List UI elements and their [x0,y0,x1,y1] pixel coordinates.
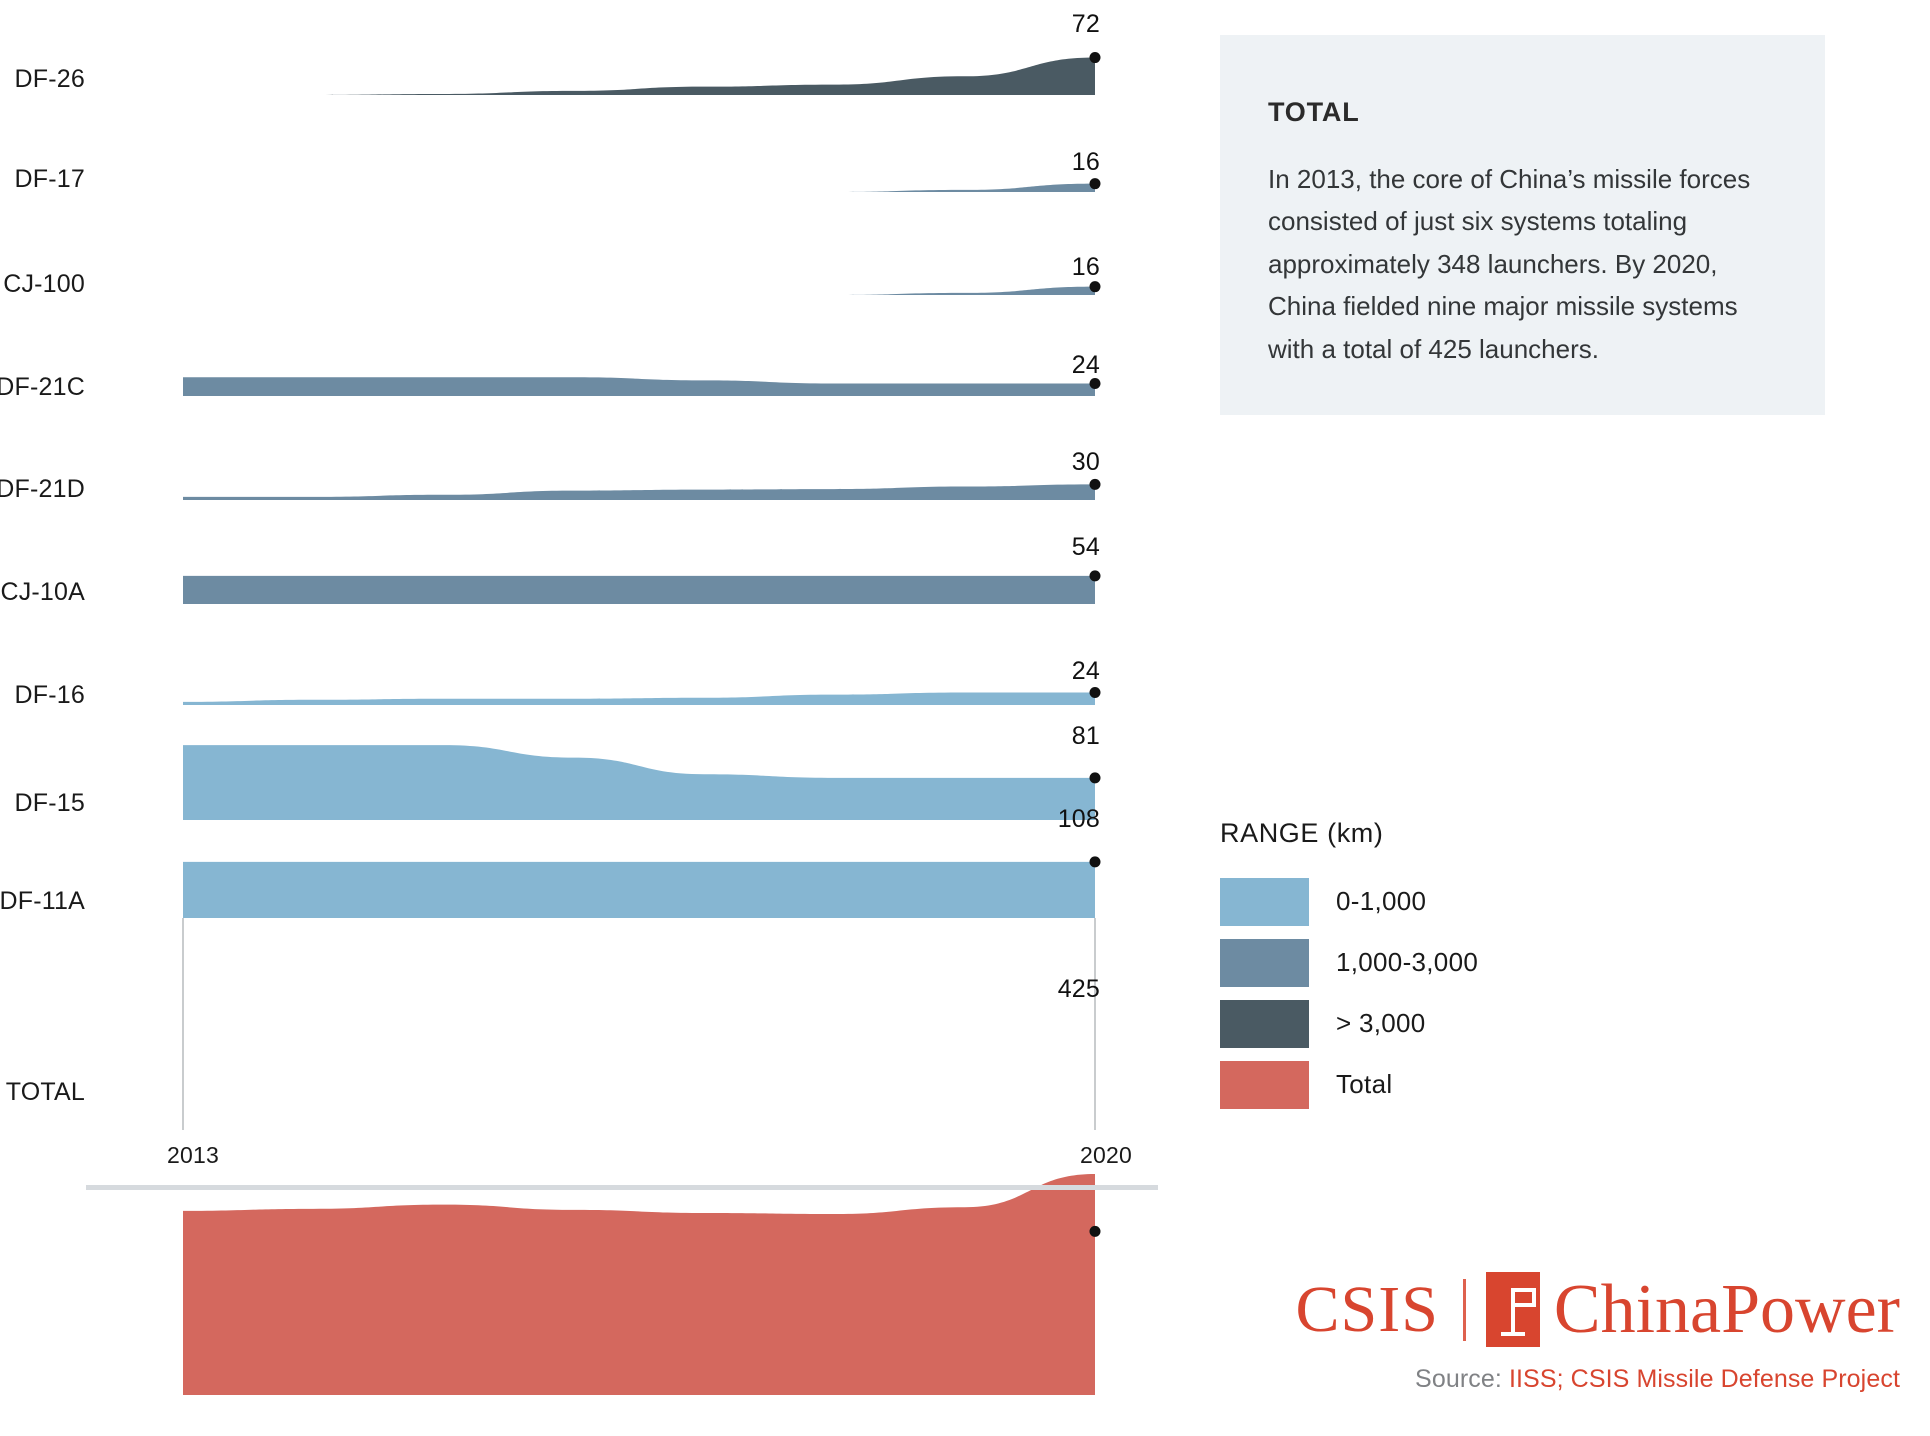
value-label-cj-10a: 54 [1071,533,1100,561]
legend-item-1000-3000[interactable]: 1,000-3,000 [1220,932,1640,993]
axis-label-start-year: 2013 [167,1142,219,1168]
area-df-21d [183,484,1095,500]
area-cj-10a [183,575,1095,604]
endpoint-dot-df-21c [1089,378,1101,390]
stream-chart-panel: DF-26 DF-17 CJ-100 DF-21C DF-21D CJ-10A … [0,10,1158,1395]
area-df-26 [183,57,1095,95]
area-df-15 [183,745,1095,820]
legend-item-0-1000[interactable]: 0-1,000 [1220,871,1640,932]
area-total [183,1174,1095,1395]
chinapower-wordmark: ChinaPower [1553,1270,1900,1348]
legend-item-total[interactable]: Total [1220,1054,1640,1115]
axis-label-end-year: 2020 [1080,1142,1132,1168]
series-label-df-17: DF-17 [14,165,85,193]
endpoint-dot-total [1089,1225,1101,1237]
area-df-21c [183,377,1095,396]
series-label-df-21c: DF-21C [0,373,85,401]
legend-label-over-3000: > 3,000 [1336,1008,1426,1038]
legend-label-0-1000: 0-1,000 [1336,886,1427,916]
right-column: TOTAL In 2013, the core of China’s missi… [1185,0,1930,1436]
legend-title: RANGE (km) [1220,818,1384,848]
value-label-cj-100: 16 [1071,253,1100,281]
value-label-df-26: 72 [1071,10,1100,38]
value-label-df-11a: 108 [1057,805,1100,833]
endpoint-dot-df-26 [1089,52,1101,64]
legend-swatch-over-3000 [1220,999,1309,1048]
chinapower-glyph-icon [1485,1272,1540,1347]
series-label-df-11a: DF-11A [0,887,85,915]
endpoint-dot-cj-100 [1089,281,1101,293]
logo-divider-icon [1462,1278,1466,1341]
series-label-df-16: DF-16 [14,681,85,709]
branding-block: CSIS ChinaPower Source: IISS; CSIS Missi… [1185,1272,1930,1394]
endpoint-dot-cj-10a [1089,570,1101,582]
stream-chart-svg [182,52,1101,1395]
series-label-total: TOTAL [5,1078,85,1106]
endpoint-dot-df-21d [1089,478,1101,490]
legend-item-over-3000[interactable]: > 3,000 [1220,993,1640,1054]
area-df-17 [183,183,1095,192]
source-line: Source: IISS; CSIS Missile Defense Proje… [1185,1365,1900,1394]
value-label-df-21d: 30 [1071,448,1100,476]
legend-swatch-total [1220,1060,1309,1109]
section-divider [86,1185,1158,1190]
endpoint-dot-df-15 [1089,772,1101,784]
endpoint-dot-df-11a [1089,856,1101,868]
value-label-df-15: 81 [1071,722,1100,750]
area-df-11a [183,861,1095,918]
csis-chinapower-logo[interactable]: CSIS ChinaPower [1185,1272,1900,1347]
series-label-df-26: DF-26 [14,65,85,93]
value-label-total: 425 [1057,975,1100,1003]
series-label-df-15: DF-15 [14,789,85,817]
info-card-title: TOTAL [1268,97,1360,127]
area-df-16 [183,692,1095,705]
info-card-body: In 2013, the core of China’s missile for… [1268,164,1751,364]
series-label-cj-10a: CJ-10A [0,578,85,606]
value-label-df-16: 24 [1071,657,1100,685]
source-link[interactable]: IISS; CSIS Missile Defense Project [1508,1365,1900,1393]
legend-swatch-1000-3000 [1220,938,1309,987]
value-label-df-17: 16 [1071,148,1100,176]
range-legend: RANGE (km) 0-1,000 1,000-3,000 > 3,000 T… [1220,818,1640,1115]
endpoint-dot-df-17 [1089,178,1101,190]
total-info-card: TOTAL In 2013, the core of China’s missi… [1220,35,1825,415]
area-cj-100 [183,286,1095,295]
legend-label-1000-3000: 1,000-3,000 [1336,947,1479,977]
series-label-cj-100: CJ-100 [3,270,85,298]
legend-label-total: Total [1336,1069,1393,1099]
value-label-df-21c: 24 [1071,351,1100,379]
legend-swatch-0-1000 [1220,877,1309,926]
csis-wordmark: CSIS [1295,1272,1439,1346]
series-label-df-21d: DF-21D [0,475,85,503]
source-prefix: Source: [1415,1365,1509,1393]
endpoint-dot-df-16 [1089,687,1101,699]
